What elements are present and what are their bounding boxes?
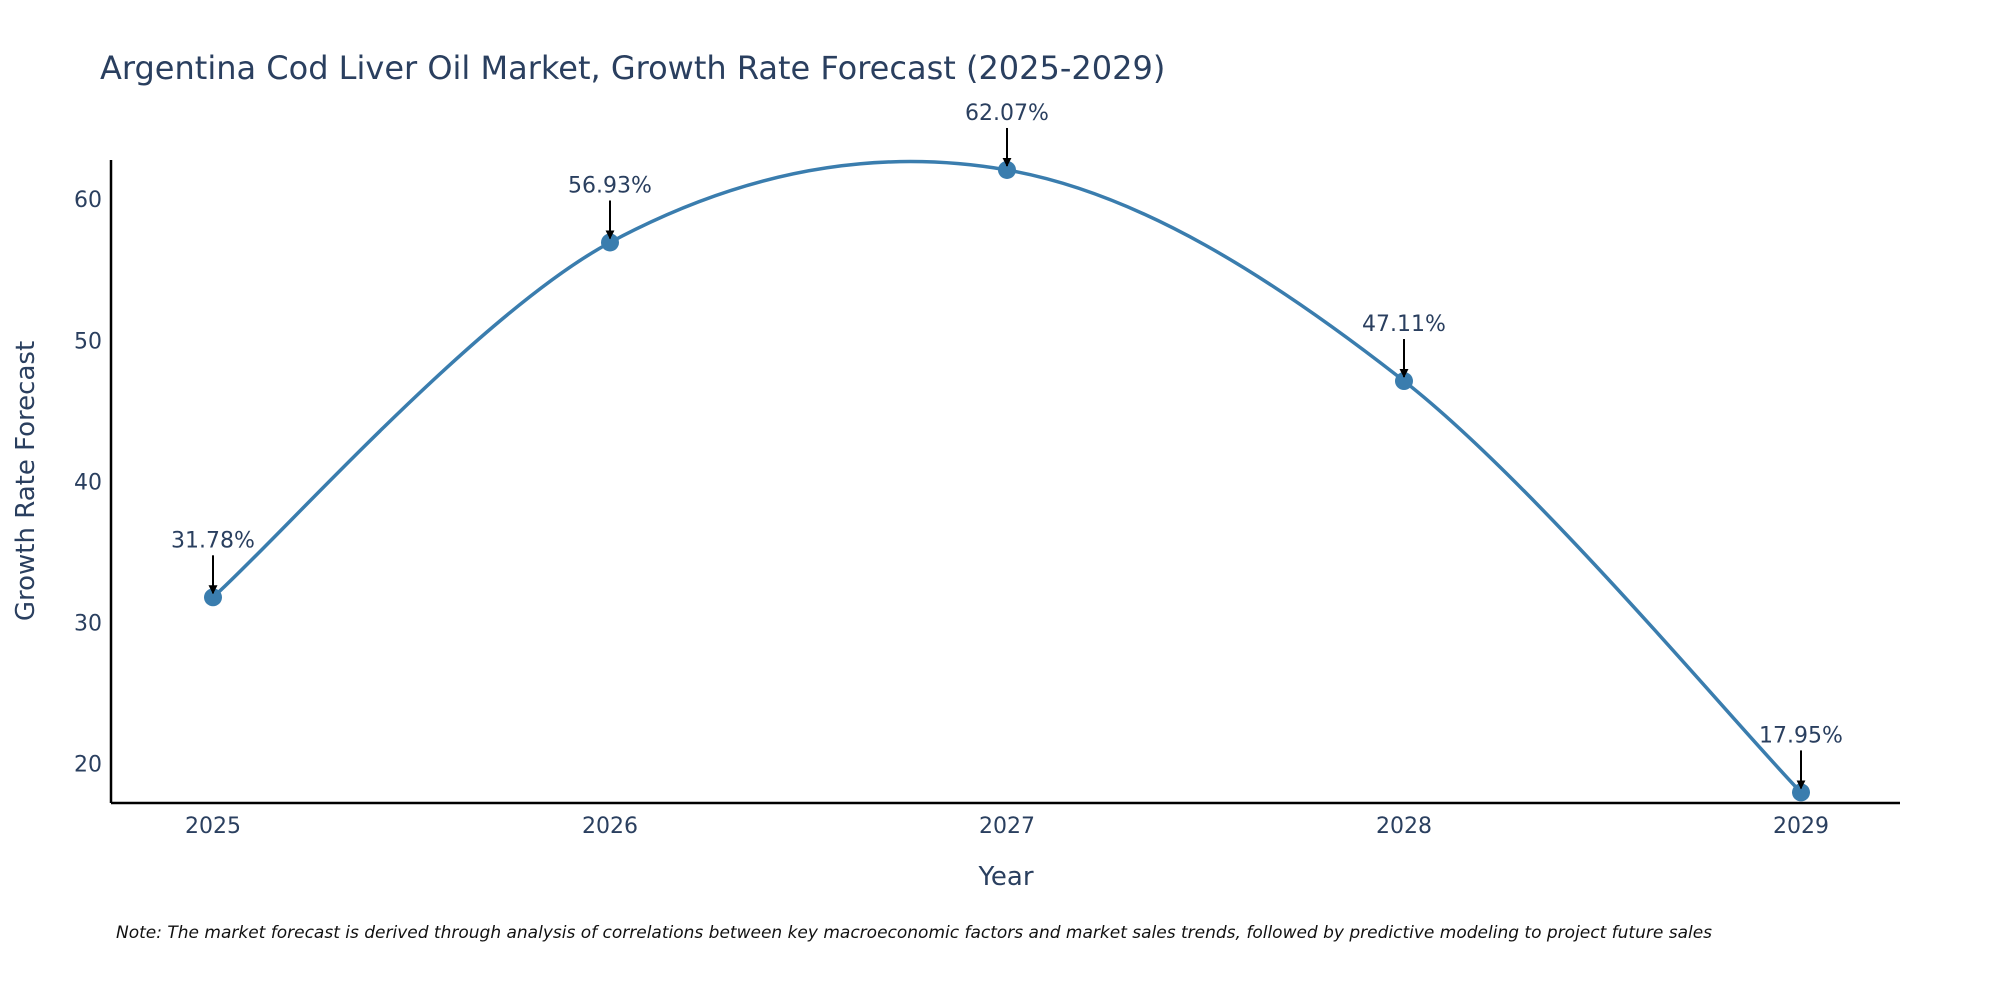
y-tick-label: 30 xyxy=(74,611,102,636)
y-axis-title: Growth Rate Forecast xyxy=(11,341,41,621)
data-label: 31.78% xyxy=(171,528,255,553)
data-label: 17.95% xyxy=(1759,723,1843,748)
x-tick-label: 2026 xyxy=(582,814,638,839)
forecast-note: Note: The market forecast is derived thr… xyxy=(116,923,1712,943)
y-tick-label: 50 xyxy=(74,329,102,354)
x-tick-label: 2027 xyxy=(979,814,1035,839)
y-tick-label: 60 xyxy=(74,188,102,213)
x-axis-ticks: 2025 2026 2027 2028 2029 xyxy=(185,814,1829,839)
x-tick-label: 2025 xyxy=(185,814,241,839)
data-label-annotations: 31.78% 56.93% 62.07% 47.11% 17.95% xyxy=(171,101,1843,790)
plot-area: 20 30 40 50 60 2025 2026 2027 2028 2029 31.78% 56… xyxy=(74,101,1900,839)
y-tick-label: 20 xyxy=(74,752,102,777)
y-axis-ticks: 20 30 40 50 60 xyxy=(74,188,102,777)
data-label: 56.93% xyxy=(568,173,652,198)
x-axis-title: Year xyxy=(977,862,1033,892)
data-label: 62.07% xyxy=(965,101,1049,126)
series-markers xyxy=(204,160,1810,802)
x-tick-label: 2028 xyxy=(1376,814,1432,839)
x-tick-label: 2029 xyxy=(1773,814,1829,839)
chart-title: Argentina Cod Liver Oil Market, Growth R… xyxy=(100,49,1165,87)
y-tick-label: 40 xyxy=(74,470,102,495)
series-line xyxy=(211,159,1803,794)
data-label: 47.11% xyxy=(1362,312,1446,337)
